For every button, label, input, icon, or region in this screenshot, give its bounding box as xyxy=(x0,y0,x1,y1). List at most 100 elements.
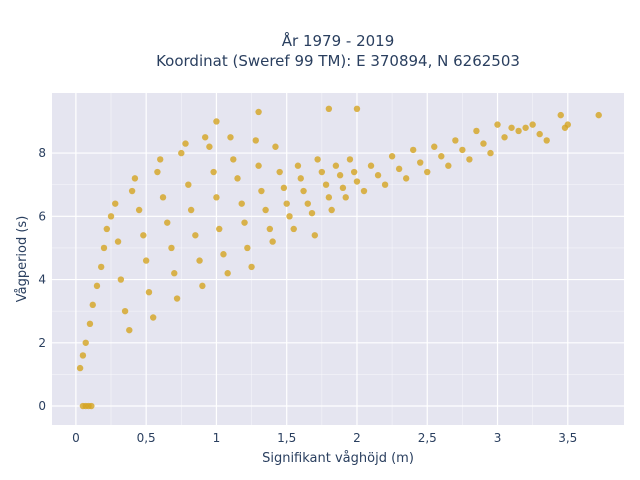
data-point xyxy=(564,121,571,128)
data-point xyxy=(107,213,115,220)
data-point xyxy=(178,149,185,157)
data-point xyxy=(248,263,255,271)
data-point xyxy=(171,270,178,277)
data-point xyxy=(339,184,347,192)
x-tick-label: 1 xyxy=(213,431,221,445)
data-point xyxy=(187,206,195,214)
data-point xyxy=(353,178,361,185)
data-point xyxy=(431,143,438,150)
data-point xyxy=(381,181,389,188)
data-point xyxy=(342,194,349,201)
data-point xyxy=(332,162,340,169)
data-point xyxy=(126,326,133,334)
data-point xyxy=(409,146,417,154)
data-point xyxy=(255,162,262,169)
y-tick-label: 4 xyxy=(38,273,46,287)
data-point xyxy=(234,175,241,182)
y-axis-label: Vågperiod (s) xyxy=(15,216,30,303)
data-point xyxy=(388,153,396,160)
data-point xyxy=(255,108,262,116)
data-point xyxy=(308,209,316,217)
data-point xyxy=(318,168,326,176)
x-tick-label: 0 xyxy=(72,431,80,445)
data-point xyxy=(557,111,564,119)
data-point xyxy=(227,134,234,141)
data-point xyxy=(182,140,189,147)
x-tick-label: 3 xyxy=(494,431,502,445)
data-point xyxy=(272,143,279,150)
data-point xyxy=(304,200,311,207)
y-tick-labels: 0 2 4 6 8 xyxy=(38,146,46,413)
data-point xyxy=(82,339,89,346)
y-tick-label: 8 xyxy=(38,146,46,160)
plot-background xyxy=(52,93,624,425)
data-point xyxy=(508,124,515,131)
data-point xyxy=(185,181,192,188)
data-point xyxy=(89,301,96,309)
data-points xyxy=(76,105,602,410)
data-point xyxy=(367,162,375,169)
data-point xyxy=(515,127,522,135)
y-tick-label: 6 xyxy=(38,209,46,223)
data-point xyxy=(216,225,223,233)
data-point xyxy=(244,244,251,252)
data-point xyxy=(280,184,288,192)
data-point xyxy=(311,232,319,239)
data-point xyxy=(424,168,431,176)
data-point xyxy=(131,175,139,182)
y-tick-label: 2 xyxy=(38,336,46,350)
data-point xyxy=(529,121,536,128)
data-point xyxy=(297,175,304,182)
data-point xyxy=(445,162,452,169)
data-point xyxy=(328,206,335,214)
data-point xyxy=(159,194,167,201)
data-point xyxy=(417,159,424,166)
data-point xyxy=(290,225,297,233)
y-tick-label: 0 xyxy=(38,399,46,413)
data-point xyxy=(452,137,459,144)
data-point xyxy=(173,295,181,302)
data-point xyxy=(121,307,129,315)
data-point xyxy=(206,143,213,150)
data-point xyxy=(79,352,87,359)
data-point xyxy=(374,172,382,179)
data-point xyxy=(543,137,550,144)
data-point xyxy=(286,213,293,220)
data-point xyxy=(157,156,164,163)
x-tick-label: 0,5 xyxy=(137,431,156,445)
data-point xyxy=(192,232,199,239)
data-point xyxy=(536,130,543,138)
data-point xyxy=(145,289,153,296)
x-axis-label: Signifikant våghöjd (m) xyxy=(262,451,414,466)
data-point xyxy=(294,162,302,169)
data-point xyxy=(114,238,122,245)
chart-title-line2: Koordinat (Sweref 99 TM): E 370894, N 62… xyxy=(156,52,520,70)
data-point xyxy=(325,105,333,113)
data-point xyxy=(353,105,361,113)
data-point xyxy=(269,238,276,245)
data-point xyxy=(266,225,274,233)
data-point xyxy=(112,200,119,207)
data-point xyxy=(283,200,290,207)
data-point xyxy=(213,194,220,201)
data-point xyxy=(213,118,220,125)
data-point xyxy=(494,121,501,128)
data-point xyxy=(201,134,209,141)
data-point xyxy=(117,276,125,283)
x-tick-label: 1,5 xyxy=(277,431,296,445)
data-point xyxy=(252,137,259,144)
data-point xyxy=(300,187,307,195)
data-point xyxy=(76,364,84,372)
data-point xyxy=(395,165,403,173)
data-point xyxy=(100,244,108,252)
data-point xyxy=(350,168,358,176)
chart-title-line1: År 1979 - 2019 xyxy=(282,31,395,50)
data-point xyxy=(325,194,333,201)
data-point xyxy=(97,263,105,271)
data-point xyxy=(238,200,245,207)
data-point xyxy=(438,153,445,160)
data-point xyxy=(142,257,150,264)
data-point xyxy=(88,402,95,410)
data-point xyxy=(466,156,473,163)
